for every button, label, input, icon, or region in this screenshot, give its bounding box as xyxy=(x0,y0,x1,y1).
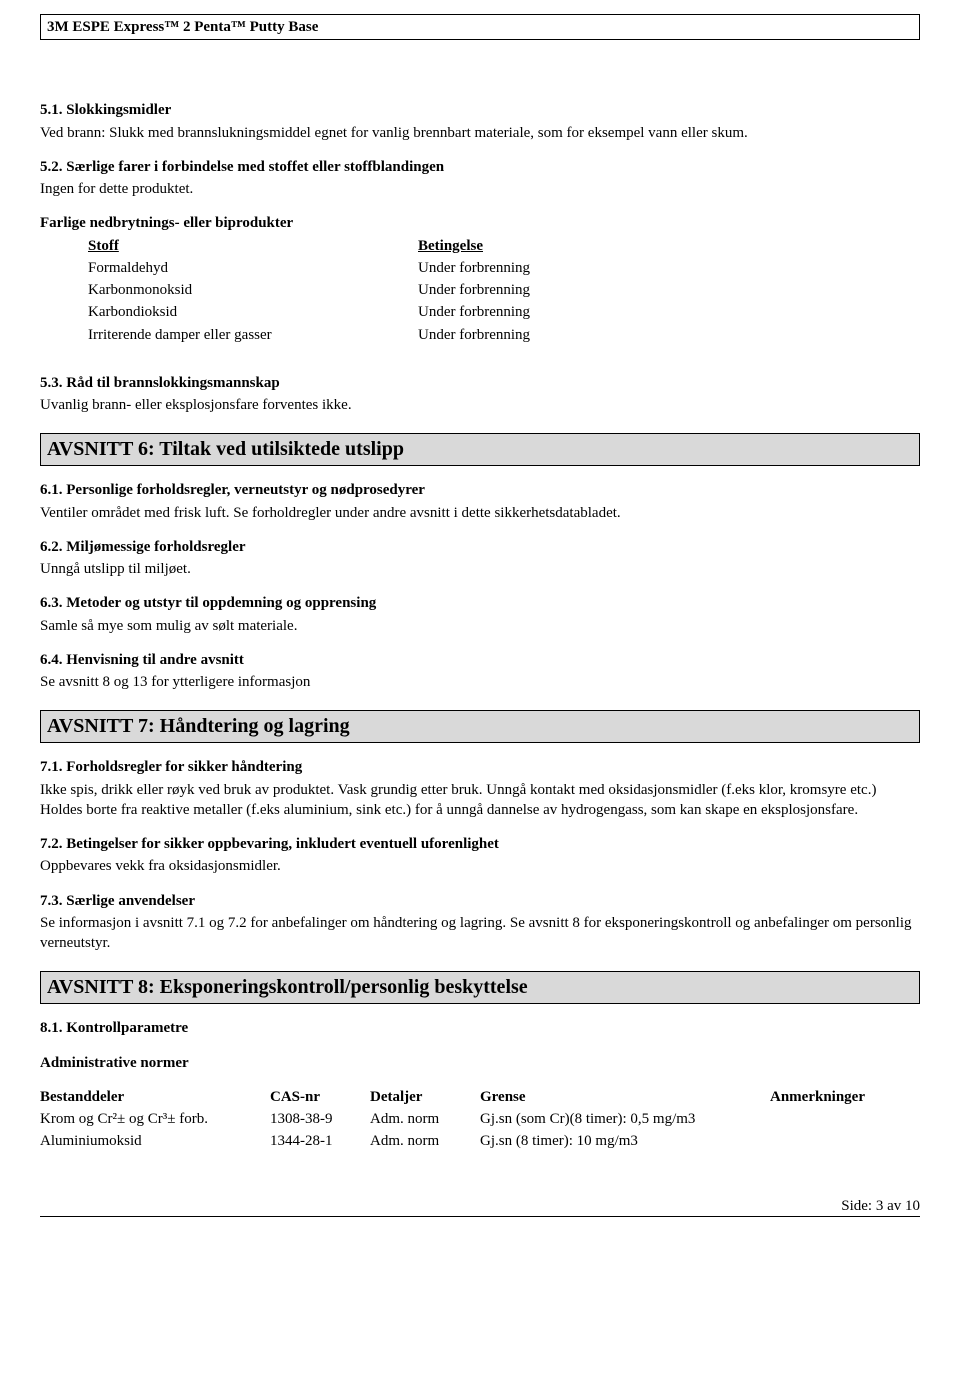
byproducts-cell: Formaldehyd xyxy=(88,258,418,278)
limits-cell: 1344-28-1 xyxy=(270,1131,370,1151)
limits-cell: Gj.sn (8 timer): 10 mg/m3 xyxy=(480,1131,770,1151)
byproducts-cell: Karbonmonoksid xyxy=(88,280,418,300)
limits-table: Bestanddeler CAS-nr Detaljer Grense Anme… xyxy=(40,1087,920,1152)
heading-6-1: 6.1. Personlige forholdsregler, verneuts… xyxy=(40,480,920,500)
heading-5-3: 5.3. Råd til brannslokkingsmannskap xyxy=(40,373,920,393)
section-8-1: 8.1. Kontrollparametre xyxy=(40,1018,920,1038)
limits-cell: Krom og Cr²± og Cr³± forb. xyxy=(40,1109,270,1129)
byproducts-row: Karbonmonoksid Under forbrenning xyxy=(88,280,920,300)
text-5-1: Ved brann: Slukk med brannslukningsmidde… xyxy=(40,123,920,143)
heading-6-2: 6.2. Miljømessige forholdsregler xyxy=(40,537,920,557)
limits-cell xyxy=(770,1131,920,1151)
limits-row: Krom og Cr²± og Cr³± forb. 1308-38-9 Adm… xyxy=(40,1109,920,1129)
admin-norms-heading: Administrative normer xyxy=(40,1053,920,1073)
limits-col-grense: Grense xyxy=(480,1087,770,1107)
page-footer: _ Side: 3 av 10 xyxy=(40,1196,920,1217)
text-7-2: Oppbevares vekk fra oksidasjonsmidler. xyxy=(40,856,920,876)
byproducts-cell: Under forbrenning xyxy=(418,280,920,300)
section-7-title: AVSNITT 7: Håndtering og lagring xyxy=(40,710,920,743)
heading-6-3: 6.3. Metoder og utstyr til oppdemning og… xyxy=(40,593,920,613)
byproducts-block: Farlige nedbrytnings- eller biprodukter … xyxy=(40,213,920,345)
byproducts-cell: Irriterende damper eller gasser xyxy=(88,325,418,345)
byproducts-cell: Under forbrenning xyxy=(418,258,920,278)
text-7-3: Se informasjon i avsnitt 7.1 og 7.2 for … xyxy=(40,913,920,954)
limits-col-anmerkninger: Anmerkninger xyxy=(770,1087,920,1107)
section-6-4: 6.4. Henvisning til andre avsnitt Se avs… xyxy=(40,650,920,693)
limits-header-row: Bestanddeler CAS-nr Detaljer Grense Anme… xyxy=(40,1087,920,1107)
byproducts-cell: Under forbrenning xyxy=(418,325,920,345)
limits-cell: Gj.sn (som Cr)(8 timer): 0,5 mg/m3 xyxy=(480,1109,770,1129)
limits-cell xyxy=(770,1109,920,1129)
limits-cell: 1308-38-9 xyxy=(270,1109,370,1129)
byproducts-row: Karbondioksid Under forbrenning xyxy=(88,302,920,322)
document-header-box: 3M ESPE Express™ 2 Penta™ Putty Base xyxy=(40,14,920,40)
limits-cell: Adm. norm xyxy=(370,1131,480,1151)
limits-col-bestanddeler: Bestanddeler xyxy=(40,1087,270,1107)
heading-8-1: 8.1. Kontrollparametre xyxy=(40,1018,920,1038)
heading-5-1: 5.1. Slokkingsmidler xyxy=(40,100,920,120)
section-7-3: 7.3. Særlige anvendelser Se informasjon … xyxy=(40,891,920,954)
byproducts-row: Formaldehyd Under forbrenning xyxy=(88,258,920,278)
limits-row: Aluminiumoksid 1344-28-1 Adm. norm Gj.sn… xyxy=(40,1131,920,1151)
text-6-3: Samle så mye som mulig av sølt materiale… xyxy=(40,616,920,636)
heading-7-2: 7.2. Betingelser for sikker oppbevaring,… xyxy=(40,834,920,854)
text-7-1: Ikke spis, drikk eller røyk ved bruk av … xyxy=(40,780,920,821)
section-6-title: AVSNITT 6: Tiltak ved utilsiktede utslip… xyxy=(40,433,920,466)
heading-7-1: 7.1. Forholdsregler for sikker håndterin… xyxy=(40,757,920,777)
limits-col-detaljer: Detaljer xyxy=(370,1087,480,1107)
byproducts-row: Irriterende damper eller gasser Under fo… xyxy=(88,325,920,345)
text-5-3: Uvanlig brann- eller eksplosjonsfare for… xyxy=(40,395,920,415)
section-5-3: 5.3. Råd til brannslokkingsmannskap Uvan… xyxy=(40,373,920,416)
text-5-2: Ingen for dette produktet. xyxy=(40,179,920,199)
section-5-1: 5.1. Slokkingsmidler Ved brann: Slukk me… xyxy=(40,100,920,143)
byproducts-title: Farlige nedbrytnings- eller biprodukter xyxy=(40,213,920,233)
section-8-title: AVSNITT 8: Eksponeringskontroll/personli… xyxy=(40,971,920,1004)
byproducts-header-row: Stoff Betingelse xyxy=(88,236,920,256)
byproducts-col2-header: Betingelse xyxy=(418,238,483,254)
section-6-1: 6.1. Personlige forholdsregler, verneuts… xyxy=(40,480,920,523)
text-6-2: Unngå utslipp til miljøet. xyxy=(40,559,920,579)
byproducts-col1-header: Stoff xyxy=(88,238,119,254)
section-6-3: 6.3. Metoder og utstyr til oppdemning og… xyxy=(40,593,920,636)
text-6-1: Ventiler området med frisk luft. Se forh… xyxy=(40,503,920,523)
section-7-2: 7.2. Betingelser for sikker oppbevaring,… xyxy=(40,834,920,877)
footer-page-number: Side: 3 av 10 xyxy=(841,1196,920,1216)
section-6-2: 6.2. Miljømessige forholdsregler Unngå u… xyxy=(40,537,920,580)
heading-5-2: 5.2. Særlige farer i forbindelse med sto… xyxy=(40,157,920,177)
limits-cell: Adm. norm xyxy=(370,1109,480,1129)
heading-7-3: 7.3. Særlige anvendelser xyxy=(40,891,920,911)
byproducts-cell: Under forbrenning xyxy=(418,302,920,322)
heading-6-4: 6.4. Henvisning til andre avsnitt xyxy=(40,650,920,670)
document-title: 3M ESPE Express™ 2 Penta™ Putty Base xyxy=(47,19,318,35)
text-6-4: Se avsnitt 8 og 13 for ytterligere infor… xyxy=(40,672,920,692)
section-5-2: 5.2. Særlige farer i forbindelse med sto… xyxy=(40,157,920,200)
section-7-1: 7.1. Forholdsregler for sikker håndterin… xyxy=(40,757,920,820)
admin-norms: Administrative normer xyxy=(40,1053,920,1073)
limits-cell: Aluminiumoksid xyxy=(40,1131,270,1151)
limits-col-cas: CAS-nr xyxy=(270,1087,370,1107)
byproducts-cell: Karbondioksid xyxy=(88,302,418,322)
